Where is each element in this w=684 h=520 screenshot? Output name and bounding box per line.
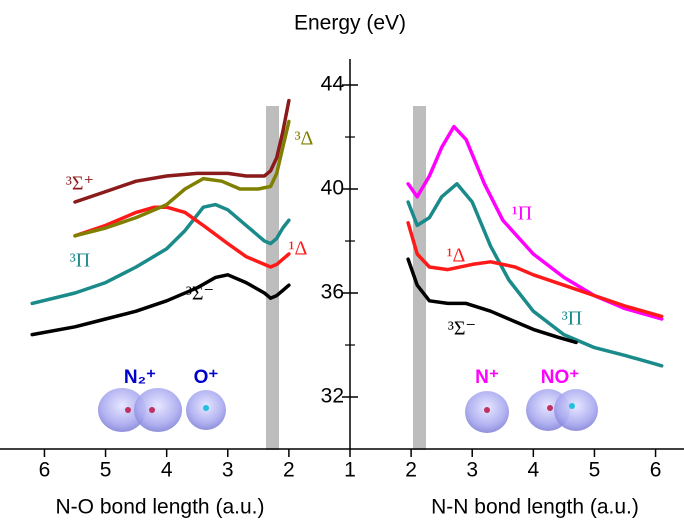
x-tick-label: 2 <box>405 459 417 482</box>
x-tick-label: 6 <box>39 459 51 482</box>
curve <box>73 205 291 269</box>
x-tick-label: 4 <box>527 459 539 482</box>
curve-label: ³Σ⁺ <box>66 173 94 195</box>
x-tick-label: 6 <box>650 459 662 482</box>
curve-label: ³Δ <box>295 128 314 150</box>
curve <box>406 221 664 319</box>
curve <box>73 119 291 238</box>
curve-label: ¹Δ <box>447 245 466 267</box>
curve-label: ³Π <box>562 308 582 330</box>
species-label: N⁺ <box>475 367 499 388</box>
highlight-band <box>266 106 279 450</box>
molecule-icons <box>98 388 598 433</box>
curve <box>73 98 291 204</box>
curve-label: ³Σ⁻ <box>186 283 214 305</box>
x-tick-label: 3 <box>222 459 234 482</box>
curve <box>406 124 664 321</box>
y-tick-label: 40 <box>321 177 344 200</box>
species-label: N₂⁺ <box>124 367 156 388</box>
curve-label: ³Σ⁻ <box>448 318 476 340</box>
x-axis-label: N-N bond length (a.u.) <box>431 496 639 519</box>
species-label: O⁺ <box>194 367 219 388</box>
x-axis-label: N-O bond length (a.u.) <box>56 496 265 519</box>
curve <box>30 273 291 337</box>
curve <box>406 182 664 368</box>
x-tick-label: 3 <box>466 459 478 482</box>
x-tick-label: 5 <box>589 459 601 482</box>
x-tick-label: 2 <box>283 459 295 482</box>
y-tick-label: 36 <box>321 281 344 304</box>
curve <box>406 257 578 345</box>
species-label: NO⁺ <box>541 367 580 388</box>
curve-label: ³Π <box>70 250 90 272</box>
x-tick-label: 1 <box>344 459 356 482</box>
x-tick-label: 4 <box>161 459 173 482</box>
x-tick-label: 5 <box>100 459 112 482</box>
y-axis-label: Energy (eV) <box>294 12 406 35</box>
highlight-band <box>413 106 426 450</box>
y-tick-label: 44 <box>321 73 345 96</box>
curve-label: ¹Π <box>512 203 532 225</box>
y-tick-label: 32 <box>321 385 344 408</box>
curve-label: ¹Δ <box>289 238 308 260</box>
curve <box>30 202 291 306</box>
